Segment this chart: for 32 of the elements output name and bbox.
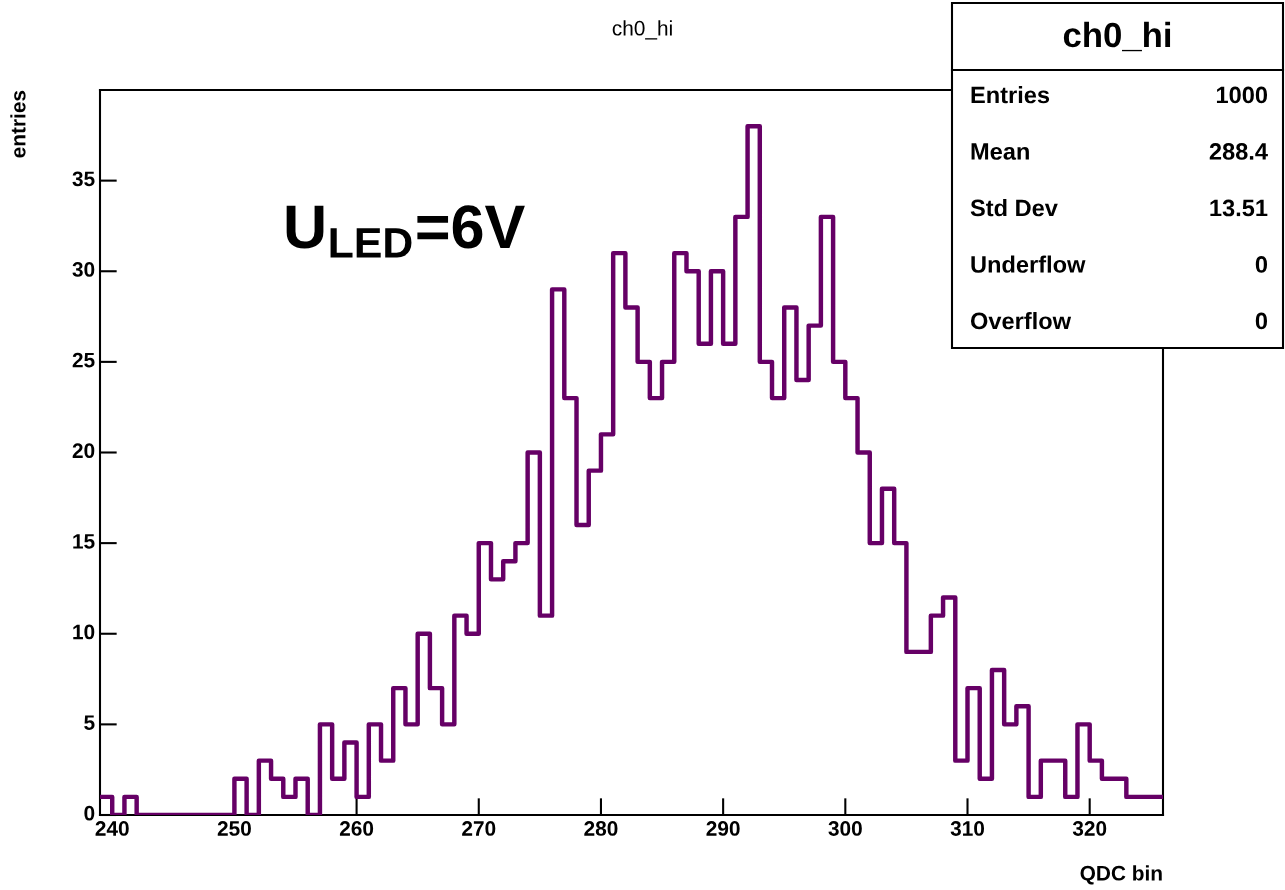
y-tick-label: 0 [84,805,95,821]
text: 13.51 [1210,199,1268,217]
x-tick-label: 280 [584,821,618,836]
annotation: Underflow [971,255,1086,273]
y-axis-title: entries [10,90,26,158]
text: 0 [1255,256,1268,273]
x-axis-title: QDC bin [1080,865,1162,885]
text: 1000 [1216,86,1268,104]
x-tick-label: 300 [828,821,862,836]
x-tick-label: 310 [950,821,985,836]
y-tick-label: 30 [72,262,95,277]
x-tick-label: 240 [95,821,129,836]
x-tick-label: 250 [217,821,251,836]
annotation: Std Dev [970,199,1058,217]
y-tick-label: 15 [73,534,95,549]
text: 288.4 [1209,143,1268,160]
annotation: U$_{LED}$=6V [286,205,525,258]
y-tick-label: 10 [73,624,95,640]
x-tick-label: 270 [462,821,496,836]
text: ch0_hi [1063,21,1171,52]
x-tick-label: 290 [706,821,740,836]
annotation: Mean [971,143,1029,160]
y-tick-label: 20 [72,443,95,459]
x-tick-label: 260 [339,821,374,836]
y-tick-label: 25 [72,352,95,368]
annotation: Overflow [970,312,1072,330]
annotation: Entries [971,86,1050,104]
y-tick-label: 5 [84,715,95,730]
y-tick-label: 35 [72,171,95,187]
text: 0 [1255,312,1268,330]
x-tick-label: 320 [1072,821,1107,836]
chart-title: ch0_hi [612,20,672,40]
